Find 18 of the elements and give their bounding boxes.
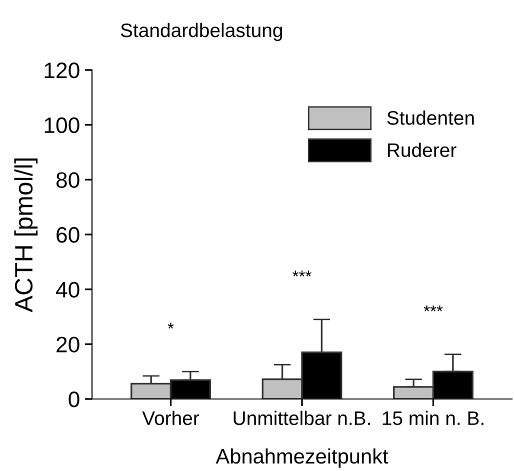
legend-label: Ruderer — [388, 142, 456, 158]
y-tick-label: 80 — [56, 172, 80, 188]
y-tick-label: 100 — [44, 117, 80, 134]
y-axis-title: ACTH [pmol/l] — [14, 158, 38, 312]
annotation: * — [168, 322, 174, 329]
x-axis-title: Abnahmezeitpunkt — [216, 448, 388, 468]
y-tick-label: 60 — [56, 227, 80, 243]
x-tick-label: Unmittelbar n.B. — [234, 410, 370, 426]
y-tick-label: 40 — [56, 282, 80, 298]
x-tick-label: 15 min n. B. — [382, 410, 484, 426]
legend-label: Studenten — [387, 110, 474, 125]
y-tick-label: 0 — [68, 392, 80, 408]
annotation: *** — [292, 270, 312, 277]
y-tick-label: 120 — [44, 62, 80, 78]
chart-title: Standardbelastung — [120, 22, 282, 42]
x-tick-label: Vorher — [142, 410, 200, 426]
y-tick-label: 20 — [56, 336, 80, 352]
annotation: *** — [424, 305, 443, 312]
